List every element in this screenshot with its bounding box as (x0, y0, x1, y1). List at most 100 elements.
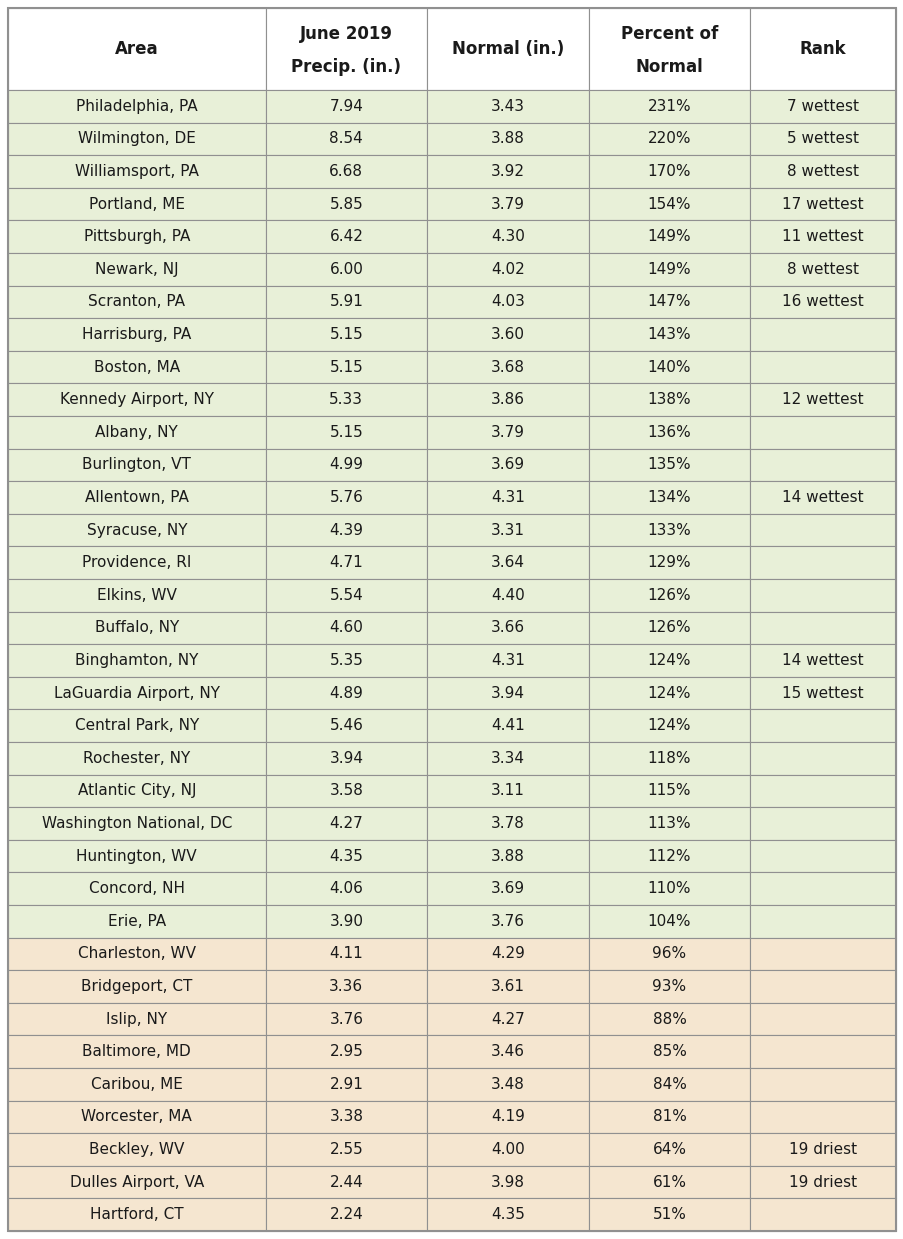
Bar (588, 938, 749, 970)
Bar (8, 514, 265, 546)
Text: 15 wettest: 15 wettest (781, 685, 863, 700)
Bar (265, 938, 426, 970)
Text: 5.46: 5.46 (329, 719, 363, 733)
Bar (8, 742, 265, 774)
Text: 14 wettest: 14 wettest (781, 653, 863, 668)
Bar (8, 1036, 265, 1068)
Bar (588, 123, 749, 155)
Bar (8, 807, 265, 840)
Text: Percent of: Percent of (620, 25, 717, 43)
Bar (749, 970, 895, 1002)
Bar (8, 970, 265, 1002)
Bar (8, 904, 265, 938)
Bar (749, 221, 895, 253)
Bar (265, 1134, 426, 1166)
Bar (426, 1198, 588, 1232)
Text: 118%: 118% (647, 751, 691, 766)
Bar (588, 710, 749, 742)
Bar (8, 221, 265, 253)
Bar (265, 710, 426, 742)
Bar (749, 546, 895, 579)
Bar (588, 644, 749, 676)
Text: 5.15: 5.15 (329, 327, 363, 342)
Bar (588, 904, 749, 938)
Bar (265, 774, 426, 807)
Text: 4.00: 4.00 (490, 1142, 525, 1157)
Text: Atlantic City, NJ: Atlantic City, NJ (78, 783, 196, 798)
Bar (749, 155, 895, 188)
Bar (426, 644, 588, 676)
Bar (588, 188, 749, 221)
Text: 5 wettest: 5 wettest (787, 131, 858, 146)
Bar (265, 221, 426, 253)
Text: 147%: 147% (647, 295, 691, 310)
Bar (426, 872, 588, 904)
Text: 2.24: 2.24 (329, 1207, 363, 1222)
Text: 4.11: 4.11 (329, 947, 363, 961)
Text: 3.98: 3.98 (490, 1175, 525, 1189)
Text: 96%: 96% (652, 947, 686, 961)
Text: 170%: 170% (647, 164, 691, 178)
Text: 115%: 115% (647, 783, 691, 798)
Bar (265, 253, 426, 286)
Bar (426, 383, 588, 416)
Text: Newark, NJ: Newark, NJ (95, 261, 179, 276)
Text: 4.39: 4.39 (329, 523, 363, 538)
Text: Normal (in.): Normal (in.) (452, 40, 563, 58)
Text: 5.85: 5.85 (329, 197, 363, 212)
Bar (8, 774, 265, 807)
Text: 3.48: 3.48 (490, 1077, 525, 1092)
Bar (588, 514, 749, 546)
Bar (588, 872, 749, 904)
Bar (588, 676, 749, 710)
Text: 11 wettest: 11 wettest (781, 229, 863, 244)
Text: 3.78: 3.78 (490, 817, 525, 831)
Bar (265, 970, 426, 1002)
Text: 5.91: 5.91 (329, 295, 363, 310)
Text: 3.36: 3.36 (329, 979, 363, 994)
Text: 19 driest: 19 driest (788, 1175, 856, 1189)
Bar (8, 351, 265, 383)
Text: 4.35: 4.35 (329, 849, 363, 864)
Text: 4.30: 4.30 (490, 229, 525, 244)
Bar (749, 1100, 895, 1134)
Text: 124%: 124% (647, 719, 691, 733)
Bar (426, 579, 588, 612)
Text: Huntington, WV: Huntington, WV (77, 849, 197, 864)
Bar (426, 710, 588, 742)
Text: 4.31: 4.31 (490, 653, 525, 668)
Text: Precip. (in.): Precip. (in.) (291, 58, 401, 76)
Text: Caribou, ME: Caribou, ME (90, 1077, 182, 1092)
Text: 149%: 149% (647, 261, 691, 276)
Text: Harrisburg, PA: Harrisburg, PA (82, 327, 191, 342)
Bar (265, 514, 426, 546)
Text: 231%: 231% (647, 99, 691, 114)
Text: 3.88: 3.88 (490, 849, 525, 864)
Bar (749, 644, 895, 676)
Bar (749, 481, 895, 514)
Bar (426, 90, 588, 123)
Bar (8, 286, 265, 318)
Text: 6.00: 6.00 (329, 261, 363, 276)
Text: Boston, MA: Boston, MA (94, 359, 180, 374)
Text: 3.43: 3.43 (490, 99, 525, 114)
Bar (426, 318, 588, 351)
Bar (8, 123, 265, 155)
Text: June 2019: June 2019 (300, 25, 393, 43)
Text: 129%: 129% (647, 555, 691, 570)
Text: Portland, ME: Portland, ME (88, 197, 184, 212)
Text: Binghamton, NY: Binghamton, NY (75, 653, 199, 668)
Text: 5.76: 5.76 (329, 489, 363, 506)
Bar (749, 807, 895, 840)
Bar (265, 449, 426, 481)
Text: 134%: 134% (647, 489, 691, 506)
Text: Elkins, WV: Elkins, WV (97, 587, 176, 603)
Bar (426, 1100, 588, 1134)
Text: Allentown, PA: Allentown, PA (85, 489, 189, 506)
Text: 4.03: 4.03 (490, 295, 525, 310)
Bar (749, 253, 895, 286)
Text: 4.02: 4.02 (490, 261, 525, 276)
Bar (588, 383, 749, 416)
Text: 135%: 135% (647, 457, 691, 472)
Bar (8, 612, 265, 644)
